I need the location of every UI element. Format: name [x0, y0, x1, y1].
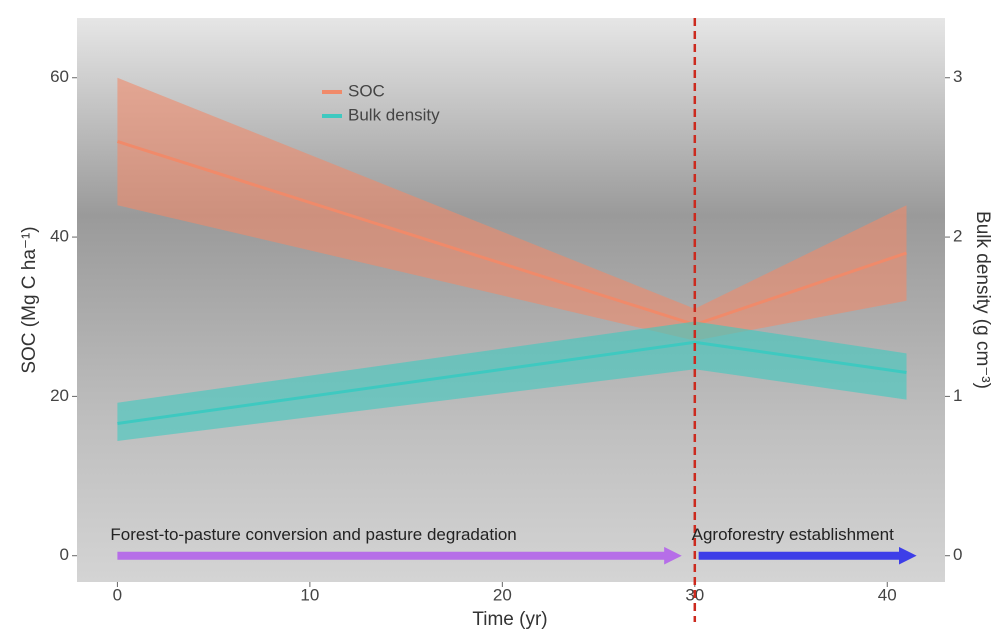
confidence-band: [117, 321, 907, 441]
y-tick-label: 20: [50, 386, 69, 405]
confidence-band: [117, 77, 907, 341]
y-tick-label: 60: [50, 67, 69, 86]
annotation-text: Agroforestry establishment: [692, 525, 894, 544]
y2-axis-label: Bulk density (g cm⁻³): [972, 211, 992, 389]
x-tick-label: 10: [300, 585, 319, 604]
y2-tick-label: 1: [953, 386, 962, 405]
legend-label: SOC: [348, 81, 385, 100]
x-axis-label: Time (yr): [472, 609, 547, 630]
x-tick-label: 20: [493, 585, 512, 604]
y2-tick-label: 3: [953, 67, 962, 86]
y-tick-label: 40: [50, 227, 69, 246]
y-axis-label: SOC (Mg C ha⁻¹): [19, 226, 40, 373]
trend-line: [117, 340, 907, 425]
x-tick-label: 0: [113, 585, 122, 604]
legend-label: Bulk density: [348, 105, 440, 124]
y2-tick-label: 2: [953, 227, 962, 246]
y-tick-label: 0: [60, 545, 69, 564]
annotation-text: Forest-to-pasture conversion and pasture…: [110, 525, 516, 544]
y2-tick-label: 0: [953, 545, 962, 564]
x-tick-label: 40: [878, 585, 897, 604]
